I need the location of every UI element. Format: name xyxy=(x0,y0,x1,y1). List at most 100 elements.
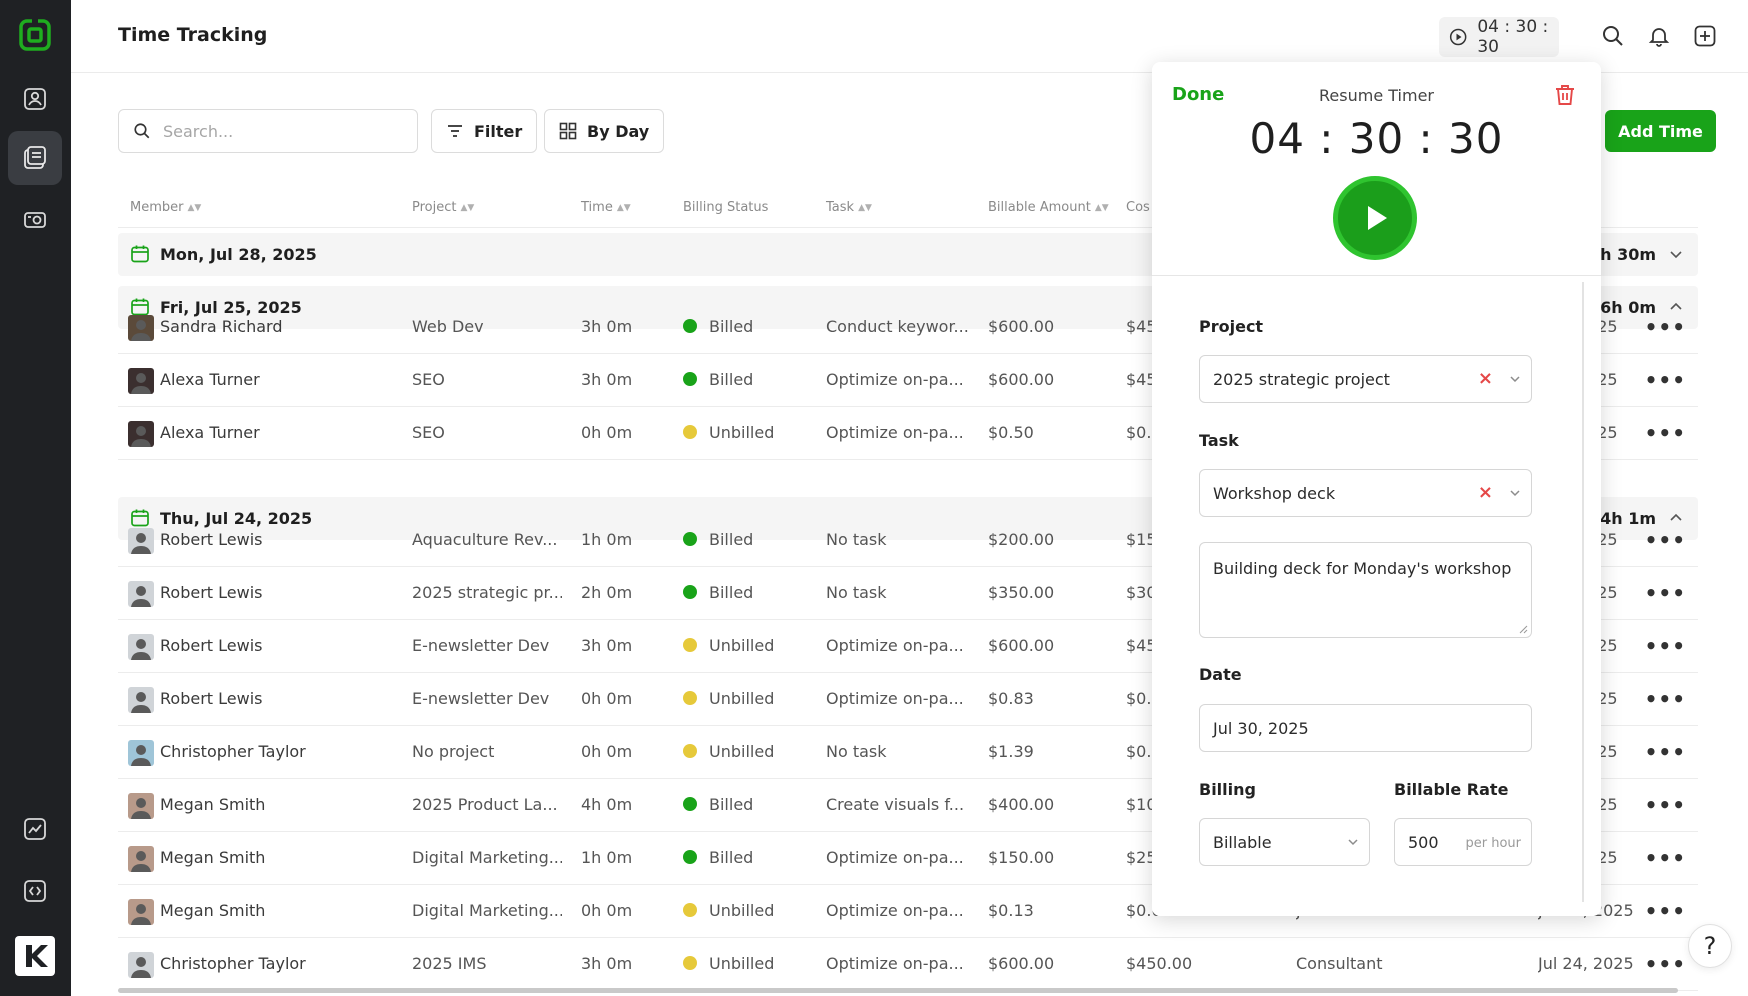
row-actions-button[interactable]: ••• xyxy=(1644,899,1686,923)
member-name[interactable]: Robert Lewis xyxy=(160,689,263,708)
member-name[interactable]: Alexa Turner xyxy=(160,423,260,442)
member-name[interactable]: Robert Lewis xyxy=(160,636,263,655)
workspace-logo[interactable] xyxy=(15,936,55,976)
member-name[interactable]: Christopher Taylor xyxy=(160,954,306,973)
add-time-button[interactable]: Add Time xyxy=(1605,110,1716,152)
status-dot-icon xyxy=(683,797,697,811)
search-icon[interactable] xyxy=(1601,24,1625,48)
project-name: SEO xyxy=(412,423,445,442)
column-header-task[interactable]: Task ▲▼ xyxy=(826,200,872,215)
group-date: Mon, Jul 28, 2025 xyxy=(160,245,317,264)
sidebar-item-billing[interactable] xyxy=(8,193,62,247)
chevron-up-icon[interactable] xyxy=(1668,299,1684,315)
popover-header: Resume Timer Done 04 : 30 : 30 xyxy=(1152,62,1601,276)
task-name: Conduct keywor... xyxy=(826,317,969,336)
notes-value: Building deck for Monday's workshop xyxy=(1213,559,1512,578)
person-icon xyxy=(131,692,151,713)
billing-status: Billed xyxy=(683,317,753,336)
column-header-time[interactable]: Time ▲▼ xyxy=(581,200,631,215)
billable-amount: $0.50 xyxy=(988,423,1034,442)
task-select[interactable]: Workshop deck × xyxy=(1199,469,1532,517)
filter-button[interactable]: Filter xyxy=(431,109,538,153)
status-dot-icon xyxy=(683,744,697,758)
member-name[interactable]: Christopher Taylor xyxy=(160,742,306,761)
column-header-project[interactable]: Project ▲▼ xyxy=(412,200,474,215)
clear-project-icon[interactable]: × xyxy=(1477,368,1493,389)
project-value: 2025 strategic project xyxy=(1213,370,1390,389)
avatar xyxy=(128,740,154,766)
chevron-down-icon[interactable] xyxy=(1668,246,1684,262)
table-row[interactable]: Robert Lewis E-newsletter Dev 0h 0m Unbille… xyxy=(118,673,1698,726)
header-timer[interactable]: 04 : 30 : 30 xyxy=(1439,17,1559,57)
chevron-up-icon[interactable] xyxy=(1668,510,1684,526)
avatar xyxy=(128,315,154,341)
row-actions-button[interactable]: ••• xyxy=(1644,740,1686,764)
task-name: No task xyxy=(826,583,887,602)
sidebar-item-reports[interactable] xyxy=(8,802,62,856)
notes-textarea[interactable]: Building deck for Monday's workshop xyxy=(1199,542,1532,638)
table-row[interactable]: Alexa Turner SEO 0h 0m Unbilled Optimize on-… xyxy=(118,407,1698,460)
member-name[interactable]: Sandra Richard xyxy=(160,317,283,336)
table-row[interactable]: Robert Lewis E-newsletter Dev 3h 0m Unbille… xyxy=(118,620,1698,673)
row-actions-button[interactable]: ••• xyxy=(1644,952,1686,976)
member-role: Consultant xyxy=(1296,954,1383,973)
member-name[interactable]: Megan Smith xyxy=(160,848,266,867)
contacts-icon xyxy=(24,88,46,110)
row-actions-button[interactable]: ••• xyxy=(1644,793,1686,817)
popover-scrollbar[interactable] xyxy=(1582,282,1584,902)
status-dot-icon xyxy=(683,850,697,864)
trash-icon[interactable] xyxy=(1552,82,1578,108)
column-header-billable-amount[interactable]: Billable Amount ▲▼ xyxy=(988,200,1109,215)
column-header-cost[interactable]: Cos xyxy=(1126,200,1150,215)
row-actions-button[interactable]: ••• xyxy=(1644,315,1686,339)
resume-timer-popover: Resume Timer Done 04 : 30 : 30 Project 2… xyxy=(1152,62,1601,916)
group-total: 2h 30m xyxy=(1588,245,1656,264)
member-name[interactable]: Robert Lewis xyxy=(160,583,263,602)
member-name[interactable]: Robert Lewis xyxy=(160,530,263,549)
row-actions-button[interactable]: ••• xyxy=(1644,528,1686,552)
add-square-icon[interactable] xyxy=(1693,24,1717,48)
project-name: Digital Marketing... xyxy=(412,848,562,867)
done-button[interactable]: Done xyxy=(1172,84,1225,105)
sidebar-item-contacts[interactable] xyxy=(8,72,62,126)
row-actions-button[interactable]: ••• xyxy=(1644,634,1686,658)
task-label: Task xyxy=(1199,431,1239,450)
row-actions-button[interactable]: ••• xyxy=(1644,421,1686,445)
billing-select[interactable]: Billable xyxy=(1199,818,1370,866)
billable-rate-input[interactable]: 500 per hour xyxy=(1394,818,1532,866)
row-actions-button[interactable]: ••• xyxy=(1644,368,1686,392)
help-button[interactable]: ? xyxy=(1688,924,1732,968)
member-name[interactable]: Megan Smith xyxy=(160,795,266,814)
column-header-member[interactable]: Member ▲▼ xyxy=(130,200,201,215)
billable-rate-label: Billable Rate xyxy=(1394,780,1509,799)
sidebar-item-integrations[interactable] xyxy=(8,864,62,918)
table-row[interactable]: Sandra Richard Web Dev 3h 0m Billed Conduct … xyxy=(118,301,1698,354)
table-row[interactable]: Robert Lewis Aquaculture Rev... 1h 0m Bille… xyxy=(118,514,1698,567)
resume-play-button[interactable] xyxy=(1333,176,1417,260)
table-row[interactable]: Megan Smith Digital Marketing... 1h 0m Bill… xyxy=(118,832,1698,885)
member-name[interactable]: Alexa Turner xyxy=(160,370,260,389)
sidebar-item-time-tracking[interactable] xyxy=(8,131,62,185)
member-name[interactable]: Megan Smith xyxy=(160,901,266,920)
resize-handle-icon[interactable] xyxy=(1518,624,1528,634)
table-row[interactable]: Christopher Taylor No project 0h 0m Unbille… xyxy=(118,726,1698,779)
table-row[interactable]: Christopher Taylor 2025 IMS 3h 0m Unbilled O… xyxy=(118,938,1698,991)
row-actions-button[interactable]: ••• xyxy=(1644,846,1686,870)
table-row[interactable]: Megan Smith 2025 Product La... 4h 0m Billed… xyxy=(118,779,1698,832)
project-select[interactable]: 2025 strategic project × xyxy=(1199,355,1532,403)
column-header-billing-status[interactable]: Billing Status xyxy=(683,200,768,215)
time-value: 3h 0m xyxy=(581,636,633,655)
bell-icon[interactable] xyxy=(1647,24,1671,48)
table-row[interactable]: Alexa Turner SEO 3h 0m Billed Optimize on-pa… xyxy=(118,354,1698,407)
clear-task-icon[interactable]: × xyxy=(1477,482,1493,503)
search-input[interactable] xyxy=(163,121,393,141)
app-logo-icon[interactable] xyxy=(18,18,52,52)
by-day-button[interactable]: By Day xyxy=(544,109,665,153)
search-box[interactable] xyxy=(118,109,418,153)
row-actions-button[interactable]: ••• xyxy=(1644,581,1686,605)
horizontal-scrollbar[interactable] xyxy=(118,988,1678,993)
date-field[interactable]: Jul 30, 2025 xyxy=(1199,704,1532,752)
table-row[interactable]: Robert Lewis 2025 strategic pr... 2h 0m Bil… xyxy=(118,567,1698,620)
chevron-down-icon xyxy=(1348,839,1358,846)
row-actions-button[interactable]: ••• xyxy=(1644,687,1686,711)
